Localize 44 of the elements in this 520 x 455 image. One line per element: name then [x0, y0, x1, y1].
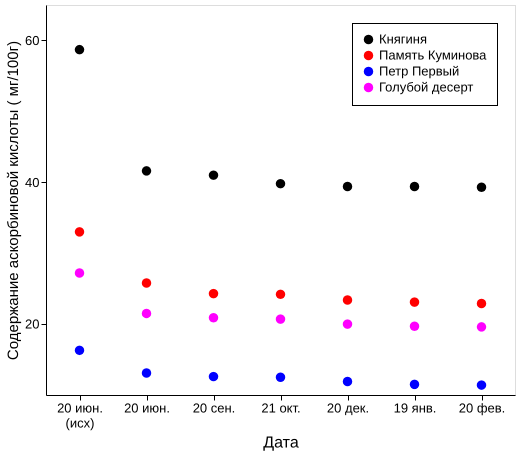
point: [74, 44, 84, 54]
point: [276, 290, 286, 300]
point: [74, 346, 84, 356]
x-tick-label: 20 июн.: [124, 400, 170, 416]
point: [276, 372, 286, 382]
point: [410, 182, 420, 192]
x-tick-label: 19 янв.: [394, 400, 436, 416]
x-tick-label: 20 фев.: [458, 400, 506, 416]
point: [208, 170, 218, 180]
point: [74, 268, 84, 278]
point: [342, 319, 352, 329]
x-tick-label: 21 окт.: [261, 400, 301, 416]
x-tick-label: 20 сен.: [192, 400, 236, 416]
point: [74, 227, 84, 237]
point: [208, 312, 218, 322]
point: [410, 297, 420, 307]
point: [276, 178, 286, 188]
y-tick-label: 40: [25, 174, 40, 190]
legend-label: Память Куминова: [379, 48, 488, 62]
point: [142, 278, 152, 288]
point: [476, 298, 486, 308]
x-axis-title: Дата: [263, 434, 299, 452]
point: [342, 295, 352, 305]
point: [208, 288, 218, 298]
point: [476, 182, 486, 192]
point: [142, 166, 152, 176]
x-tick-label: 20 июн. (исх): [57, 400, 103, 430]
point: [142, 368, 152, 378]
y-axis-title: Содержание аскорбиновой кислоты ( мг/100г): [5, 40, 22, 360]
point: [142, 308, 152, 318]
x-tick-label: 20 дек.: [326, 400, 370, 416]
point: [410, 321, 420, 331]
point: [276, 314, 286, 324]
point: [476, 322, 486, 332]
legend-label: Княгиня: [379, 32, 428, 46]
point: [476, 380, 486, 390]
y-tick-label: 20: [25, 316, 40, 332]
legend-label: Голубой десерт: [379, 80, 474, 94]
legend-label: Петр Первый: [379, 64, 460, 78]
point: [342, 182, 352, 192]
y-tick-label: 60: [25, 32, 40, 48]
point: [342, 376, 352, 386]
point: [208, 372, 218, 382]
point: [410, 380, 420, 390]
